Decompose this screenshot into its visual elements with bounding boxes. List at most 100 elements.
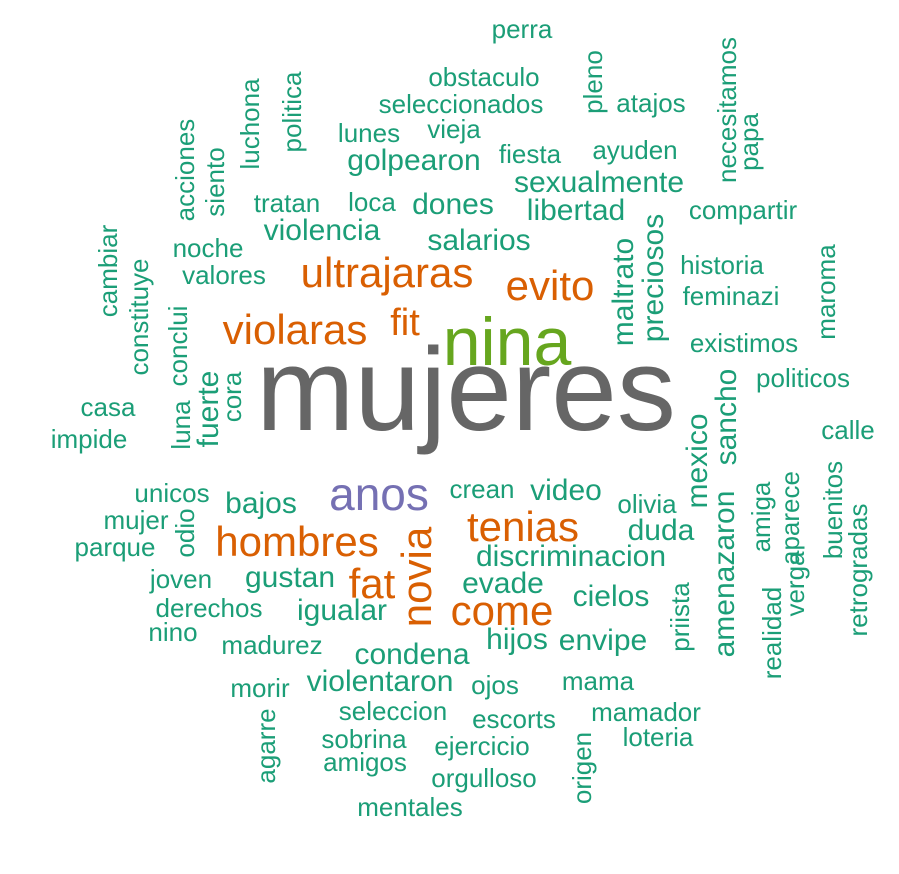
word-ayuden: ayuden — [592, 135, 677, 165]
word-amenazaron: amenazaron — [708, 491, 741, 658]
word-condena: condena — [354, 638, 469, 671]
word-luna: luna — [166, 400, 196, 450]
word-perra: perra — [492, 14, 553, 44]
word-sobrina: sobrina — [321, 724, 407, 754]
word-obstaculo: obstaculo — [428, 62, 539, 92]
word-casa: casa — [81, 392, 136, 422]
word-violaras: violaras — [223, 306, 368, 353]
word-siento: siento — [200, 147, 230, 216]
word-mujeres: mujeres — [256, 324, 676, 456]
word-feminazi: feminazi — [683, 281, 780, 311]
word-libertad: libertad — [527, 194, 625, 227]
word-seleccionados: seleccionados — [379, 89, 544, 119]
word-loca: loca — [348, 187, 396, 217]
word-hombres: hombres — [215, 518, 378, 565]
word-buenitos: buenitos — [818, 461, 848, 559]
word-joven: joven — [149, 564, 212, 594]
word-maroma: maroma — [811, 244, 841, 340]
word-realidad: realidad — [757, 587, 787, 680]
word-escorts: escorts — [472, 704, 556, 734]
word-nino: nino — [148, 617, 197, 647]
word-priista: priista — [665, 582, 695, 652]
word-pleno: pleno — [578, 50, 608, 114]
word-constituye: constituye — [124, 258, 154, 375]
word-evade: evade — [462, 567, 544, 600]
word-derechos: derechos — [156, 593, 263, 623]
word-mamador: mamador — [591, 697, 701, 727]
word-origen: origen — [567, 732, 597, 804]
word-maltrato: maltrato — [607, 238, 640, 346]
word-envipe: envipe — [559, 624, 647, 657]
word-necesitamos: necesitamos — [712, 37, 742, 183]
word-novia: novia — [393, 526, 440, 627]
word-sancho: sancho — [710, 369, 743, 466]
word-come: come — [451, 587, 554, 634]
word-hijos: hijos — [486, 623, 548, 656]
word-cielos: cielos — [573, 580, 650, 613]
word-cambiar: cambiar — [93, 224, 123, 317]
word-discriminacion: discriminacion — [476, 540, 666, 573]
word-bajos: bajos — [225, 487, 297, 520]
word-violentaron: violentaron — [307, 665, 454, 698]
word-video: video — [530, 474, 602, 507]
word-vieja: vieja — [427, 114, 481, 144]
word-loteria: loteria — [623, 722, 694, 752]
word-orgulloso: orgulloso — [431, 763, 537, 793]
word-anos: anos — [329, 468, 429, 520]
word-parque: parque — [75, 532, 156, 562]
word-ejercicio: ejercicio — [434, 731, 529, 761]
word-retrogradas: retrogradas — [843, 504, 873, 637]
word-noche: noche — [173, 233, 244, 263]
word-unicos: unicos — [134, 478, 209, 508]
word-madurez: madurez — [221, 630, 322, 660]
word-ultrajaras: ultrajaras — [301, 249, 474, 296]
word-conclui: conclui — [163, 306, 193, 387]
word-seleccion: seleccion — [339, 696, 447, 726]
word-mexico: mexico — [681, 413, 714, 508]
word-olivia: olivia — [617, 489, 677, 519]
word-cora: cora — [217, 371, 247, 422]
word-nina: nina — [443, 304, 572, 380]
word-fit: fit — [390, 302, 420, 344]
word-golpearon: golpearon — [347, 144, 480, 177]
word-mentales: mentales — [357, 792, 463, 822]
word-luchona: luchona — [235, 78, 265, 170]
word-ojos: ojos — [471, 670, 519, 700]
word-papa: papa — [734, 113, 764, 171]
word-mama: mama — [562, 666, 635, 696]
word-lunes: lunes — [338, 118, 400, 148]
word-agarre: agarre — [251, 708, 281, 783]
word-verga: verga — [780, 551, 810, 617]
word-amiga: amiga — [746, 481, 776, 552]
word-tenias: tenias — [467, 503, 579, 550]
word-atajos: atajos — [616, 88, 685, 118]
word-duda: duda — [628, 514, 695, 547]
word-mujer: mujer — [103, 505, 168, 535]
word-violencia: violencia — [264, 214, 381, 247]
word-compartir: compartir — [689, 195, 798, 225]
word-fat: fat — [349, 560, 396, 607]
word-crean: crean — [449, 474, 514, 504]
word-calle: calle — [821, 415, 874, 445]
word-existimos: existimos — [690, 328, 798, 358]
word-sexualmente: sexualmente — [514, 166, 684, 199]
word-preciosos: preciosos — [637, 214, 670, 342]
word-historia: historia — [680, 250, 764, 280]
word-fuerte: fuerte — [192, 371, 225, 448]
word-amigos: amigos — [323, 747, 407, 777]
word-impide: impide — [51, 424, 128, 454]
word-morir: morir — [230, 673, 290, 703]
word-salarios: salarios — [427, 224, 530, 257]
word-valores: valores — [182, 260, 266, 290]
word-dones: dones — [412, 188, 494, 221]
word-fiesta: fiesta — [499, 139, 562, 169]
word-politica: politica — [277, 71, 307, 152]
word-politicos: politicos — [756, 363, 850, 393]
word-tratan: tratan — [254, 188, 321, 218]
word-odio: odio — [170, 508, 200, 557]
word-evito: evito — [506, 262, 595, 309]
word-gustan: gustan — [245, 561, 335, 594]
word-aparece: aparece — [775, 471, 805, 565]
word-igualar: igualar — [297, 594, 387, 627]
